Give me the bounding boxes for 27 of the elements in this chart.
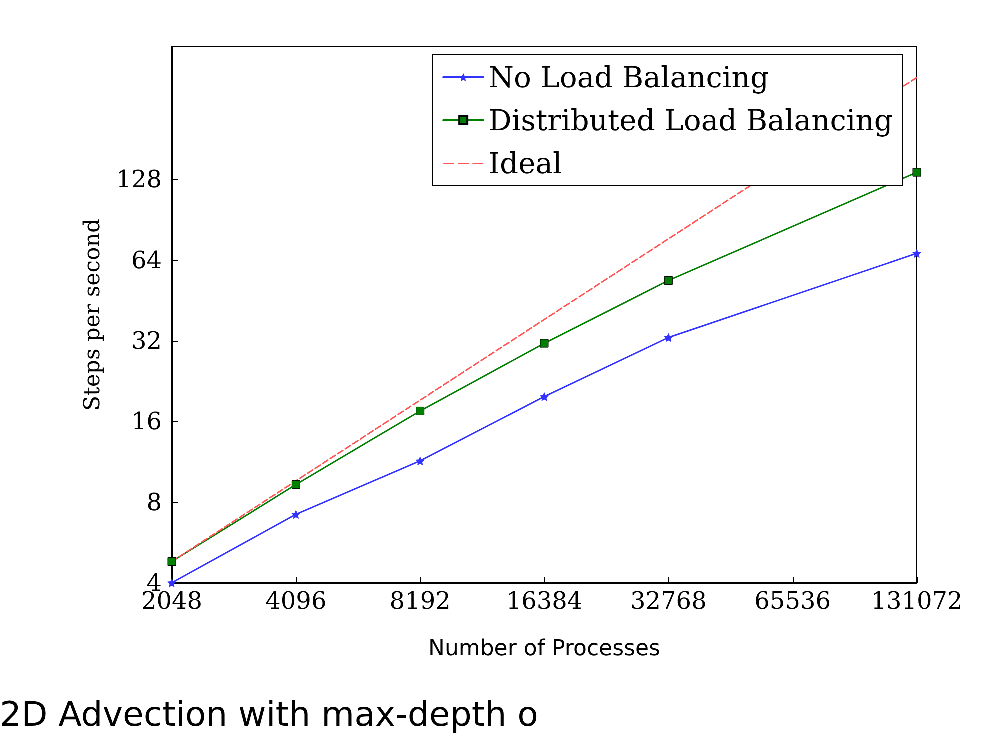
point: [292, 510, 301, 520]
legend-label: Distributed Load Balancing: [488, 104, 894, 138]
y-tick-label: 8: [146, 488, 162, 516]
legend-label: No Load Balancing: [488, 60, 770, 94]
legend-label: Ideal: [488, 146, 562, 180]
point: [168, 578, 176, 588]
point: [664, 333, 674, 342]
point: [664, 276, 673, 285]
y-tick-label: 64: [131, 246, 162, 274]
point: [540, 339, 549, 348]
x-tick-label: 131072: [871, 587, 963, 615]
x-tick-label: 32768: [630, 587, 707, 615]
y-tick-label: 128: [116, 166, 162, 194]
point: [416, 406, 425, 416]
x-axis-title: Number of Processes: [428, 636, 661, 662]
point: [292, 480, 300, 490]
y-tick-label: 32: [131, 326, 162, 355]
point: [168, 558, 176, 566]
y-tick-label: 16: [131, 408, 162, 436]
x-tick-label: 65536: [754, 587, 832, 615]
x-tick-label: 4096: [266, 587, 327, 615]
y-axis-title: Steps per second: [80, 218, 106, 412]
text: 2D Advection with max-depth o: [0, 695, 538, 734]
x-tick-label: 8192: [390, 587, 451, 615]
point: [416, 456, 425, 466]
point: [540, 392, 549, 402]
x-tick-label: 16384: [506, 587, 583, 615]
